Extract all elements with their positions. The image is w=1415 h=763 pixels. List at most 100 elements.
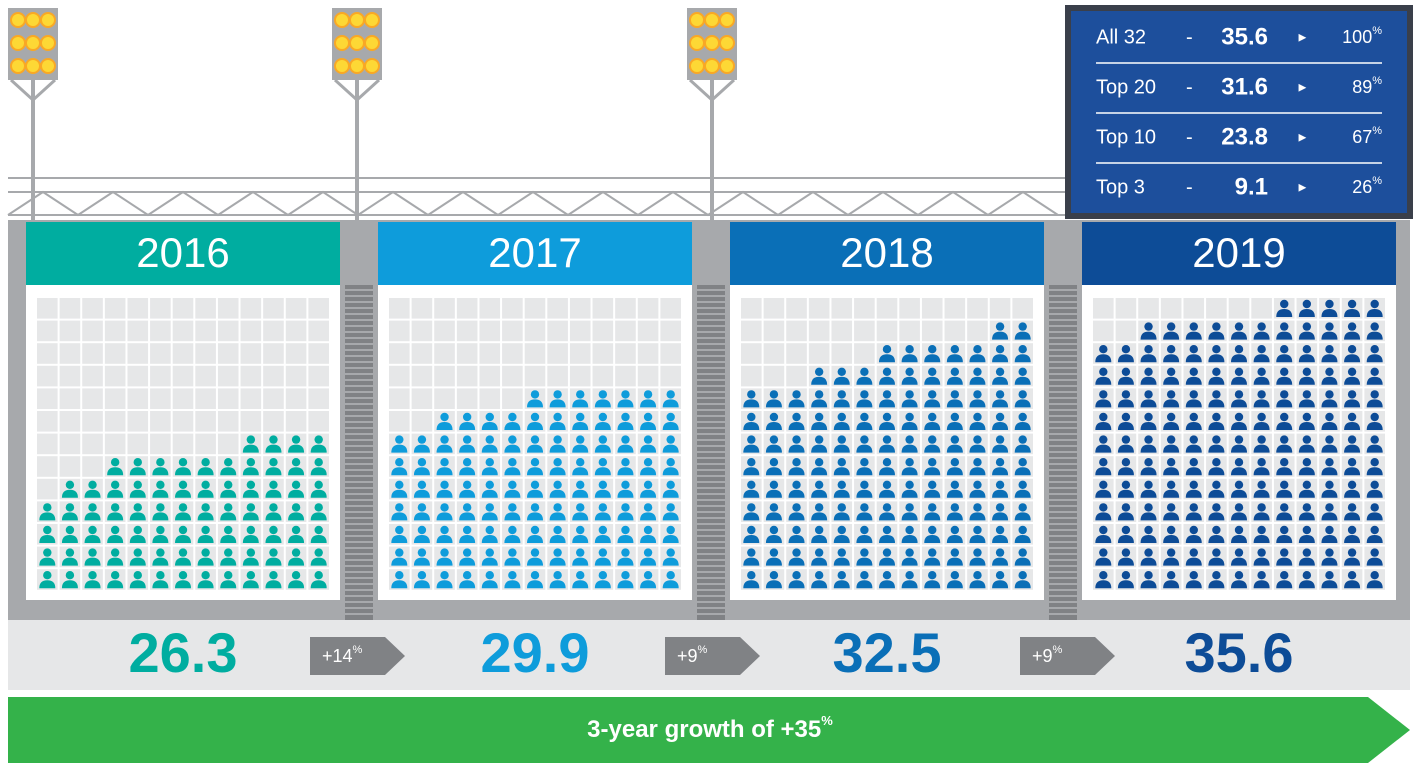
person-body [1298, 399, 1315, 408]
person-body [436, 489, 453, 498]
grid-cell [59, 320, 81, 342]
person-head [553, 412, 562, 422]
value: 26.3 [129, 621, 238, 684]
icon-column [1366, 299, 1383, 589]
person-head [1280, 458, 1289, 467]
panel-header [378, 222, 692, 285]
icon-column [504, 412, 521, 589]
person-head [530, 458, 540, 467]
person-head [440, 503, 449, 512]
person-body [129, 580, 146, 589]
person-head [1099, 367, 1108, 376]
grid-cell [37, 365, 58, 387]
person-head [156, 548, 165, 557]
person-body [1298, 444, 1315, 453]
grid-cell [308, 320, 329, 342]
grid-cell [854, 298, 875, 319]
icon-column [84, 480, 101, 589]
grid-cell [1228, 298, 1250, 319]
person-head [1302, 503, 1312, 512]
person-head [1234, 322, 1244, 331]
person-body [946, 422, 963, 430]
person-body [242, 557, 259, 566]
legend-box [1065, 5, 1413, 219]
person-body [220, 489, 237, 498]
person-body [436, 535, 453, 543]
person-head [643, 458, 653, 467]
lamp [10, 58, 26, 74]
person-head [1234, 390, 1244, 399]
person-body [1344, 331, 1361, 340]
person-body [924, 399, 941, 408]
person-head [1099, 458, 1108, 467]
person-head [269, 503, 278, 512]
person-body [1163, 467, 1180, 476]
person-body [992, 399, 1009, 408]
person-body [856, 467, 873, 476]
person-body [1117, 376, 1134, 385]
grid-cell [615, 298, 636, 319]
person-head [1018, 571, 1027, 580]
lamp [25, 58, 41, 74]
person-body [901, 354, 918, 363]
person-head [882, 367, 892, 376]
grid-cell [172, 411, 194, 432]
person-body [833, 467, 850, 476]
person-head [837, 367, 846, 376]
person-head [178, 548, 188, 557]
person-body [1253, 535, 1270, 543]
person-head [1257, 412, 1266, 422]
person-body [946, 580, 963, 589]
person-body [969, 557, 986, 566]
person-body [1117, 354, 1134, 363]
share-value: 26 [1352, 177, 1372, 197]
value: 32.5 [833, 621, 942, 684]
person-body [175, 489, 191, 498]
person-body [129, 535, 146, 543]
grid-cell [104, 388, 126, 409]
person-head [133, 503, 142, 512]
person-body [459, 512, 476, 521]
person-head [508, 480, 517, 489]
person-head [576, 571, 585, 580]
person-head [1325, 390, 1334, 399]
person-body [1276, 422, 1293, 430]
icon-column [856, 367, 873, 589]
person-body [265, 535, 282, 543]
grid-cell [876, 298, 898, 319]
person-body [594, 557, 611, 566]
grid-cell [741, 343, 762, 364]
person-head [1121, 458, 1131, 467]
person-body [107, 557, 124, 566]
grid-cell [82, 298, 103, 319]
grid-cell [172, 343, 194, 364]
person-body [1095, 376, 1112, 385]
person-head [621, 390, 630, 399]
grid-cell [411, 411, 433, 432]
person-head [508, 435, 517, 444]
person-body [1321, 535, 1338, 543]
person-head [508, 458, 517, 467]
person-body [946, 557, 963, 566]
person-body [265, 580, 282, 589]
person-head [837, 503, 846, 512]
person-body [129, 557, 146, 566]
grid-cell [808, 320, 830, 342]
person-head [88, 571, 97, 580]
icon-column [1095, 345, 1112, 589]
person-body [391, 580, 408, 589]
person-body [310, 535, 327, 543]
person-body [175, 512, 191, 521]
person-head [621, 412, 630, 422]
person-body [1298, 489, 1315, 498]
person-head [643, 480, 653, 489]
grid-cell [1093, 298, 1114, 319]
person-body [946, 399, 963, 408]
grid-cell [763, 343, 785, 364]
grid-cell [547, 365, 568, 387]
person-body [833, 444, 850, 453]
person-head [395, 548, 404, 557]
person-body [1231, 399, 1247, 408]
person-body [310, 580, 327, 589]
person-body [856, 422, 873, 430]
